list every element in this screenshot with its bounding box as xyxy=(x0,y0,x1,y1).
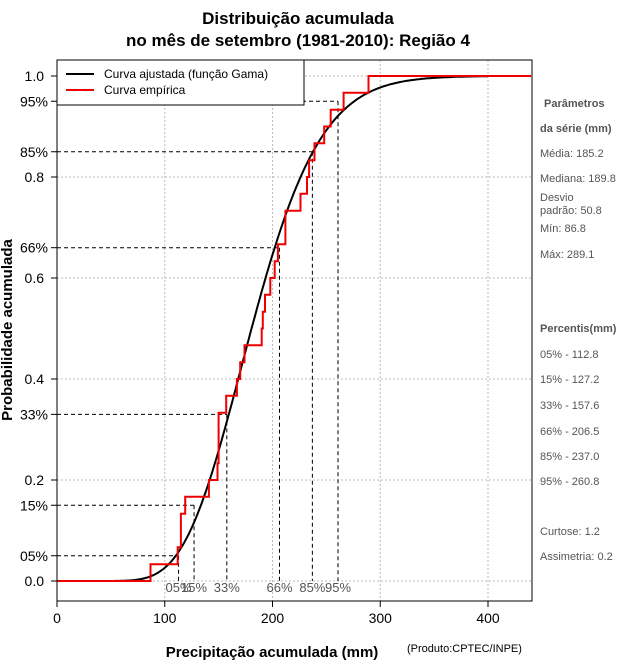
percentil-15: 15% - 127.2 xyxy=(540,374,599,386)
percentil-85: 85% - 237.0 xyxy=(540,451,599,463)
percentile-y-label: 33% xyxy=(20,406,48,422)
percentil-95: 95% - 260.8 xyxy=(540,476,599,488)
percentile-x-label: 85% xyxy=(299,580,325,595)
chart-title-line1: Distribuição acumulada xyxy=(202,9,394,28)
percentile-x-label: 05% xyxy=(166,580,192,595)
curtose: Curtose: 1.2 xyxy=(540,526,600,538)
legend: Curva ajustada (função Gama) Curva empír… xyxy=(56,59,305,106)
credit-text: (Produto:CPTEC/INPE) xyxy=(407,643,522,655)
y-tick-label: 0.2 xyxy=(25,472,45,488)
percentil-05: 05% - 112.8 xyxy=(540,349,599,361)
empirical-step-curve xyxy=(57,75,532,582)
percentile-x-label: 33% xyxy=(214,580,240,595)
param-desvio-1: Desvio xyxy=(540,192,574,204)
y-tick-label: 0.8 xyxy=(25,169,45,185)
x-tick-label: 300 xyxy=(369,610,393,626)
y-tick-label: 0.0 xyxy=(25,573,45,589)
legend-label-fit: Curva ajustada (função Gama) xyxy=(104,67,268,81)
percentile-y-label: 95% xyxy=(20,93,48,109)
y-axis-title: Probabilidade acumulada xyxy=(0,238,16,420)
x-tick-label: 400 xyxy=(476,610,500,626)
chart-title-line2: no mês de setembro (1981-2010): Região 4 xyxy=(126,31,470,50)
params-heading-1: Parâmetros xyxy=(544,98,605,110)
param-max: Máx: 289.1 xyxy=(540,249,594,261)
param-mediana: Mediana: 189.8 xyxy=(540,173,616,185)
y-tick-label: 0.4 xyxy=(25,371,45,387)
side-panel: Parâmetros da série (mm) Média: 185.2 Me… xyxy=(540,98,617,563)
x-tick-label: 0 xyxy=(53,610,61,626)
percentile-y-label: 85% xyxy=(20,144,48,160)
percentile-x-label: 15% xyxy=(181,580,207,595)
percentile-x-label: 66% xyxy=(266,580,292,595)
param-media: Média: 185.2 xyxy=(540,148,604,160)
x-axis: 0 100 200 300 400 xyxy=(53,601,500,626)
assimetria: Assimetria: 0.2 xyxy=(540,551,613,563)
data-series xyxy=(57,75,532,582)
param-min: Mín: 86.8 xyxy=(540,223,586,235)
y-axis: 0.0 0.2 0.4 0.6 0.8 1.0 xyxy=(25,68,57,589)
percentile-x-label: 95% xyxy=(325,580,351,595)
x-tick-label: 200 xyxy=(261,610,285,626)
percentile-y-label: 15% xyxy=(20,497,48,513)
percentis-heading: Percentis(mm) xyxy=(540,323,617,335)
y-tick-label: 1.0 xyxy=(25,68,45,84)
percentile-guides: 05%05%15%15%33%33%66%66%85%85%95%95% xyxy=(20,93,351,595)
percentil-33: 33% - 157.6 xyxy=(540,400,599,412)
legend-box xyxy=(56,59,305,106)
percentil-66: 66% - 206.5 xyxy=(540,426,599,438)
plot-frame xyxy=(56,59,533,602)
param-desvio-2: padrão: 50.8 xyxy=(540,205,602,217)
percentile-y-label: 66% xyxy=(20,240,48,256)
y-tick-label: 0.6 xyxy=(25,270,45,286)
params-heading-2: da série (mm) xyxy=(540,123,612,135)
percentile-y-label: 05% xyxy=(20,548,48,564)
legend-label-empirical: Curva empírica xyxy=(104,83,186,97)
x-axis-title: Precipitação acumulada (mm) xyxy=(166,644,379,660)
grid-lines xyxy=(56,60,532,601)
x-tick-label: 100 xyxy=(153,610,177,626)
